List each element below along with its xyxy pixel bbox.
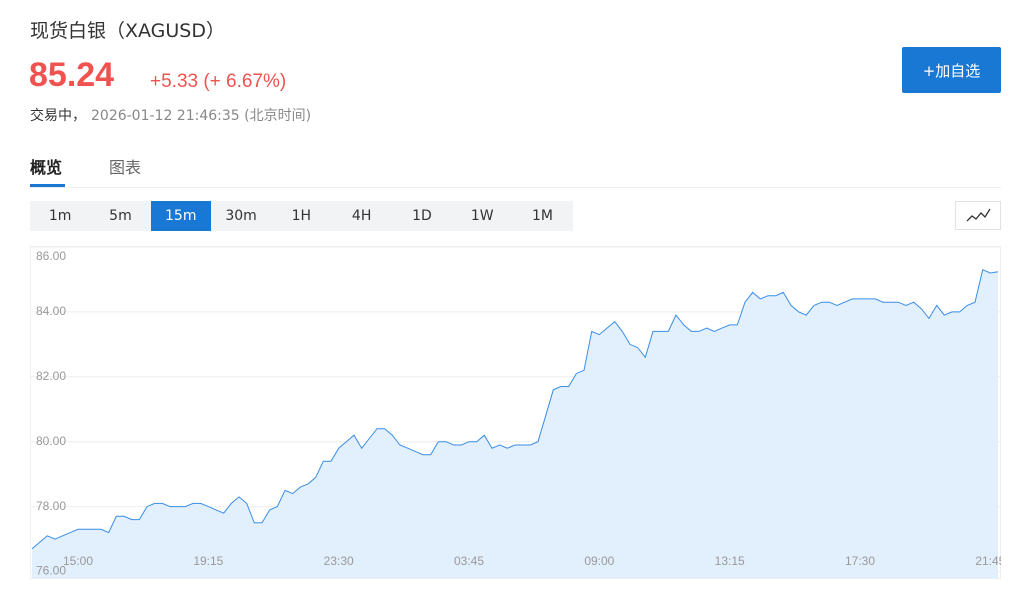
interval-button[interactable]: 1D — [412, 208, 432, 224]
interval-button[interactable]: 1M — [532, 208, 554, 224]
interval-button[interactable]: 1H — [291, 208, 312, 224]
timestamp: 2026-01-12 21:46:35 (北京时间) — [91, 108, 312, 124]
x-tick-label: 17:30 — [845, 554, 875, 568]
chart-type-button[interactable] — [955, 201, 1001, 230]
trade-status: 交易中， — [30, 108, 86, 124]
area-fill — [32, 269, 998, 578]
interval-bar: 1m 5m 15m 30m 1H 4H 1D 1W 1M — [30, 201, 573, 231]
y-tick-label: 78.00 — [36, 499, 66, 513]
tab[interactable]: 图表 — [109, 158, 142, 177]
x-tick-label: 19:15 — [193, 554, 223, 568]
y-tick-label: 80.00 — [36, 434, 66, 448]
x-tick-label: 23:30 — [324, 554, 354, 568]
x-tick-label: 09:00 — [584, 554, 614, 568]
tab[interactable]: 概览 — [30, 158, 63, 177]
add-watchlist-button[interactable]: +加自选 — [902, 47, 1001, 93]
y-tick-label: 86.00 — [36, 249, 66, 263]
x-tick-label: 21:45 — [975, 554, 1005, 568]
price: 85.24 — [29, 56, 115, 94]
y-tick-label: 84.00 — [36, 304, 66, 318]
interval-button[interactable]: 4H — [351, 208, 372, 224]
y-tick-label: 82.00 — [36, 369, 66, 383]
x-tick-label: 15:00 — [63, 554, 93, 568]
interval-button[interactable]: 5m — [109, 208, 132, 224]
x-tick-label: 03:45 — [454, 554, 484, 568]
price-line — [31, 269, 999, 550]
interval-button[interactable]: 1W — [470, 208, 494, 224]
tab-indicator — [30, 184, 65, 187]
interval-button[interactable]: 15m — [150, 201, 211, 231]
interval-button[interactable]: 1m — [48, 208, 72, 224]
price-change: +5.33 (+ 6.67%) — [150, 71, 287, 92]
title: 现货白银（XAGUSD） — [30, 20, 226, 42]
interval-button[interactable]: 30m — [225, 208, 257, 224]
chart-type-icon — [966, 208, 991, 222]
y-tick-label: 76.00 — [36, 564, 66, 578]
x-tick-label: 13:15 — [715, 554, 745, 568]
divider — [30, 187, 1001, 188]
